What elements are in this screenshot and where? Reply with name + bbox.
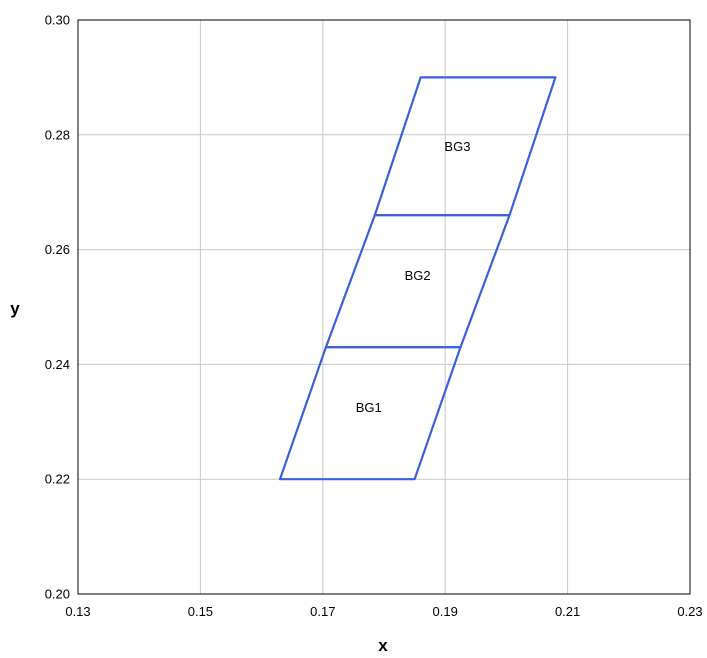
x-tick-label-5: 0.23 [677,604,702,619]
y-tick-label-4: 0.28 [45,127,70,142]
x-tick-label-4: 0.21 [555,604,580,619]
y-tick-labels: 0.20 0.22 0.24 0.26 0.28 0.30 [45,13,70,602]
y-tick-label-1: 0.22 [45,472,70,487]
y-tick-label-5: 0.30 [45,13,70,28]
regions: BG1 BG2 BG3 [278,76,557,481]
x-tick-label-1: 0.15 [188,604,213,619]
x-tick-labels: 0.13 0.15 0.17 0.19 0.21 0.23 [65,604,702,619]
x-tick-label-2: 0.17 [310,604,335,619]
region-bg3 [373,76,557,217]
x-tick-label-0: 0.13 [65,604,90,619]
x-axis-title: x [378,636,388,655]
region-label-bg1: BG1 [356,400,382,415]
y-tick-label-3: 0.26 [45,242,70,257]
y-tick-label-2: 0.24 [45,357,70,372]
region-label-bg2: BG2 [405,268,431,283]
x-tick-label-3: 0.19 [433,604,458,619]
plot-frame [77,19,691,595]
y-tick-label-0: 0.20 [45,587,70,602]
y-axis-title: y [10,299,20,318]
region-label-bg3: BG3 [444,139,470,154]
grid [78,20,690,594]
